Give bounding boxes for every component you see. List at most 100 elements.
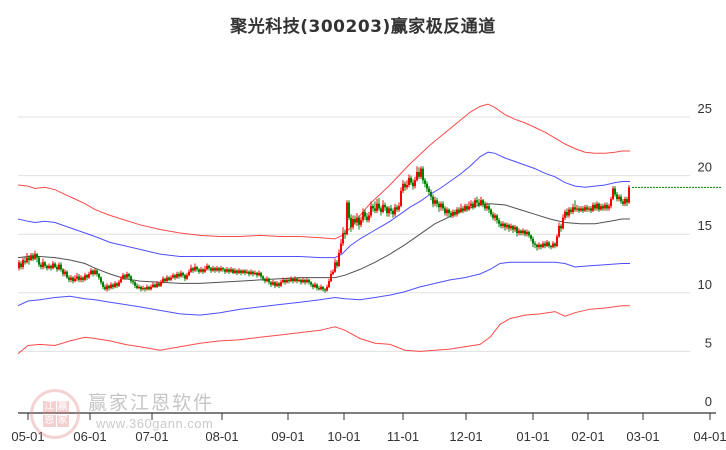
candle-up <box>452 209 454 218</box>
candle-down <box>20 261 22 270</box>
candle-down <box>478 199 480 208</box>
candle-up <box>580 206 582 212</box>
candle-up <box>126 271 128 279</box>
candle-down <box>540 243 542 250</box>
candle-up <box>266 276 268 283</box>
candle-up <box>362 208 364 223</box>
y-tick-label: 5 <box>705 335 712 350</box>
candle-down <box>606 202 608 211</box>
candle-up <box>564 209 566 221</box>
candle-down <box>528 230 530 238</box>
candle-down <box>448 208 450 217</box>
candle-down <box>318 285 320 291</box>
candle-up <box>542 241 544 249</box>
candle-down <box>158 282 160 287</box>
band-inner_lower <box>17 261 630 316</box>
candle-up <box>138 284 140 290</box>
candle-down <box>300 278 302 285</box>
candle-down <box>130 275 132 284</box>
candle-up <box>558 222 560 238</box>
candle-up <box>604 202 606 211</box>
candle-down <box>614 186 616 197</box>
candle-down <box>36 252 38 263</box>
candle-up <box>608 203 610 211</box>
candle-up <box>194 263 196 272</box>
candle-down <box>32 252 34 262</box>
candle-down <box>354 215 356 225</box>
y-tick-label: 0 <box>705 394 712 409</box>
candle-down <box>550 244 552 250</box>
candle-down <box>244 269 246 276</box>
candle-down <box>530 234 532 242</box>
candle-down <box>426 181 428 193</box>
candle-down <box>210 267 212 273</box>
watermark-url: www.360gann.com <box>96 416 214 431</box>
candle-up <box>162 276 164 284</box>
candle-up <box>290 276 292 283</box>
candle-down <box>100 276 102 285</box>
candle-down <box>496 214 498 224</box>
candle-up <box>230 267 232 273</box>
candle-down <box>590 206 592 214</box>
watermark-seal-icon: 江 赢 恩 家 <box>30 389 80 439</box>
grid-lines <box>18 116 690 352</box>
candle-down <box>60 262 62 272</box>
candle-up <box>370 201 372 218</box>
candle-up <box>514 224 516 232</box>
y-tick-label: 15 <box>698 218 712 233</box>
candle-down <box>336 259 338 269</box>
candle-up <box>400 187 402 208</box>
candle-down <box>390 204 392 215</box>
candle-down <box>324 288 326 293</box>
candle-up <box>320 284 322 291</box>
candle-down <box>82 276 84 283</box>
candle-down <box>586 204 588 212</box>
candle-down <box>602 203 604 211</box>
candle-up <box>220 265 222 272</box>
candle-down <box>396 204 398 212</box>
candle-up <box>166 275 168 283</box>
candle-down <box>418 167 420 180</box>
candle-up <box>26 252 28 264</box>
candle-down <box>578 206 580 214</box>
candle-up <box>506 222 508 230</box>
candle-up <box>612 186 614 201</box>
candle-down <box>144 286 146 292</box>
candle-down <box>484 201 486 211</box>
candle-down <box>598 202 600 212</box>
candle-up <box>238 268 240 275</box>
candle-up <box>298 277 300 283</box>
candle-up <box>330 270 332 283</box>
candle-down <box>40 262 42 270</box>
candle-down <box>198 268 200 275</box>
candle-down <box>386 206 388 217</box>
candle-down <box>622 199 624 207</box>
candle-down <box>92 269 94 277</box>
candle-down <box>476 196 478 205</box>
candle-up <box>42 258 44 270</box>
candle-down <box>288 277 290 284</box>
candle-up <box>546 240 548 248</box>
candle-up <box>146 284 148 291</box>
candle-down <box>428 186 430 196</box>
candle-up <box>584 204 586 212</box>
y-tick-label: 10 <box>698 277 712 292</box>
candle-up <box>200 267 202 273</box>
candle-down <box>432 194 434 208</box>
candle-up <box>576 204 578 212</box>
candle-up <box>188 269 190 277</box>
x-tick-label: 10-01 <box>327 429 360 444</box>
candle-up <box>440 201 442 211</box>
candle-up <box>420 166 422 180</box>
candle-up <box>276 281 278 287</box>
candle-down <box>268 277 270 285</box>
candle-down <box>116 282 118 289</box>
candle-up <box>332 269 334 276</box>
candle-down <box>410 175 412 185</box>
candle-up <box>486 202 488 211</box>
candle-down <box>560 223 562 232</box>
candle-up <box>352 215 354 230</box>
candle-down <box>304 278 306 285</box>
candle-up <box>388 206 390 217</box>
candle-up <box>294 276 296 283</box>
